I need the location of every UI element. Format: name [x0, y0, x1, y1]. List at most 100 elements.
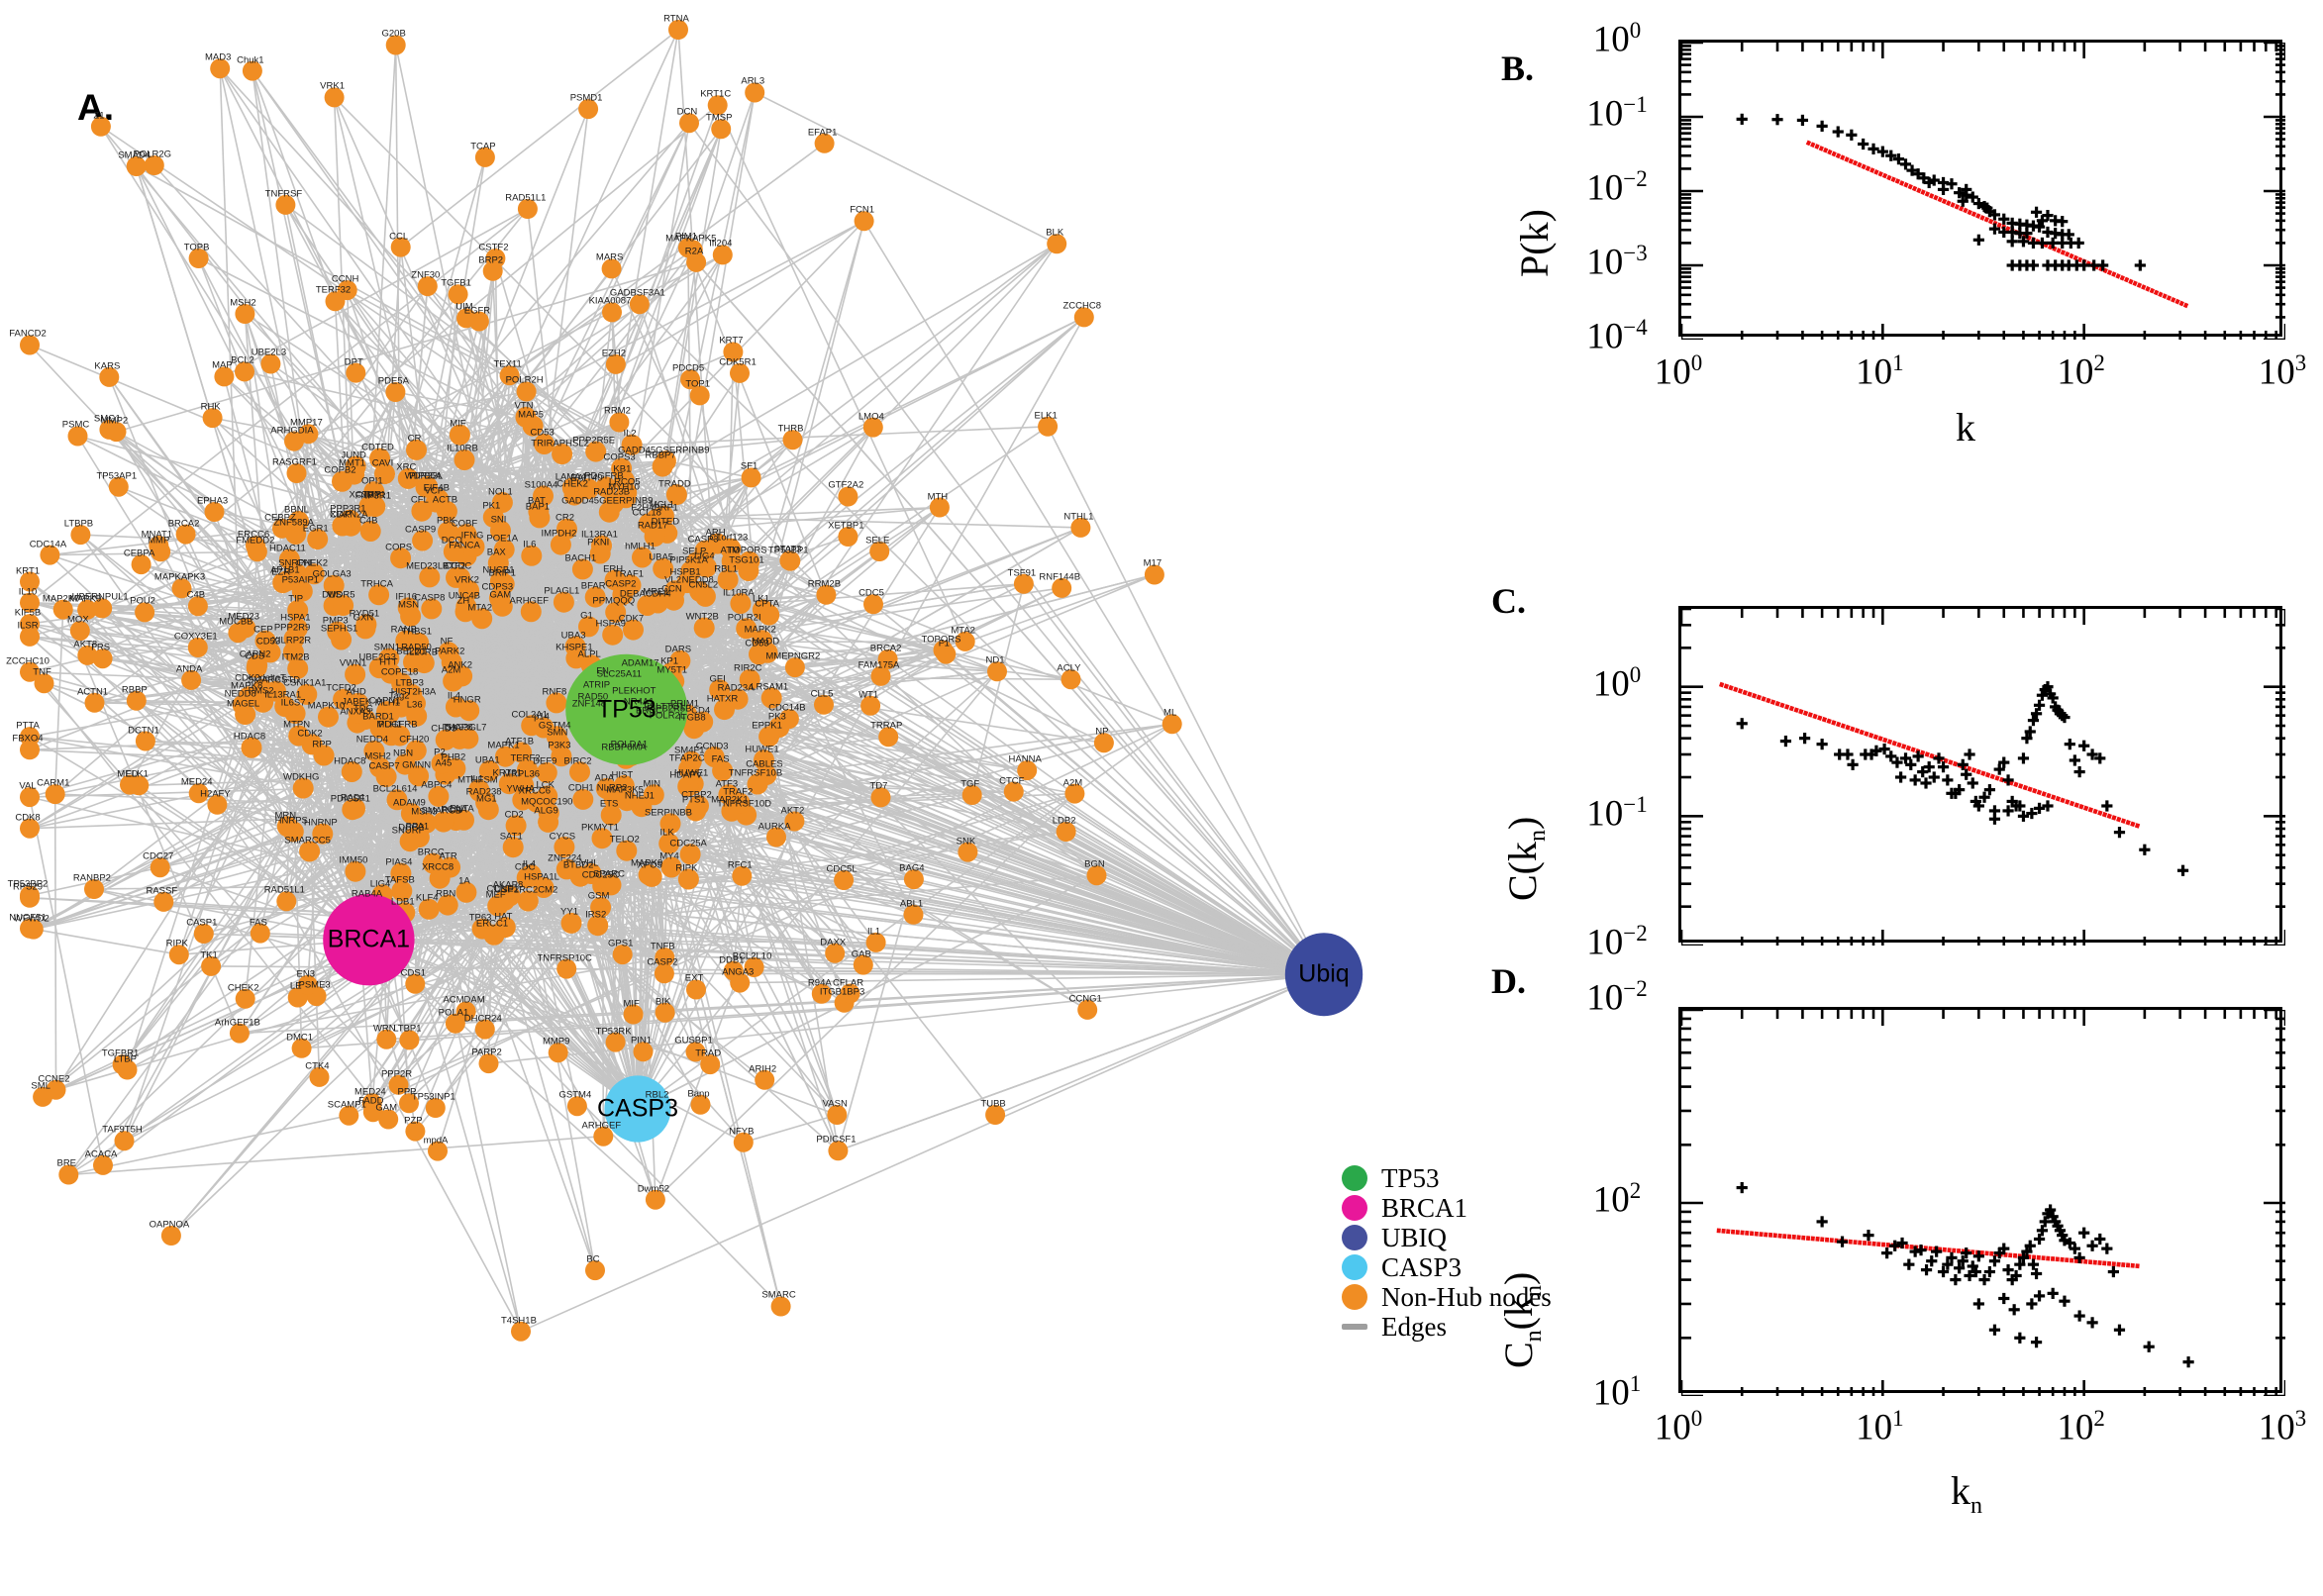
network-node[interactable]	[517, 199, 538, 219]
network-node[interactable]	[658, 833, 680, 854]
network-node[interactable]	[323, 574, 345, 596]
network-node[interactable]	[171, 578, 192, 599]
network-node[interactable]	[150, 857, 170, 878]
network-node[interactable]	[629, 294, 650, 315]
network-node[interactable]	[400, 803, 422, 825]
network-node[interactable]	[287, 657, 309, 679]
network-node[interactable]	[181, 669, 202, 690]
network-node[interactable]	[286, 463, 307, 483]
network-node[interactable]	[20, 918, 40, 939]
network-node[interactable]	[655, 948, 675, 968]
network-node[interactable]	[489, 570, 511, 592]
network-node[interactable]	[378, 1109, 399, 1130]
network-node[interactable]	[457, 728, 479, 749]
hub-node-tp53[interactable]	[565, 653, 688, 765]
network-node[interactable]	[645, 1189, 665, 1210]
network-node[interactable]	[534, 434, 556, 454]
network-node[interactable]	[379, 662, 401, 684]
network-node[interactable]	[700, 1054, 721, 1075]
network-node[interactable]	[784, 811, 805, 832]
network-node[interactable]	[247, 542, 267, 562]
network-node[interactable]	[385, 35, 406, 55]
network-node[interactable]	[536, 761, 557, 783]
network-node[interactable]	[399, 1093, 419, 1114]
network-node[interactable]	[93, 1154, 113, 1175]
network-node[interactable]	[1162, 714, 1182, 735]
network-node[interactable]	[193, 924, 214, 944]
network-node[interactable]	[345, 860, 366, 882]
network-node[interactable]	[299, 841, 321, 862]
network-node[interactable]	[1003, 781, 1024, 802]
network-node[interactable]	[779, 550, 800, 571]
network-node[interactable]	[870, 665, 891, 686]
network-node[interactable]	[250, 923, 270, 944]
network-node[interactable]	[838, 527, 858, 547]
network-node[interactable]	[153, 891, 174, 912]
network-node[interactable]	[425, 1098, 446, 1118]
network-node[interactable]	[388, 1074, 409, 1095]
network-node[interactable]	[324, 87, 345, 108]
network-node[interactable]	[595, 476, 617, 498]
network-node[interactable]	[151, 542, 171, 562]
network-node[interactable]	[454, 449, 475, 470]
network-node[interactable]	[663, 589, 684, 611]
network-node[interactable]	[282, 821, 304, 843]
network-node[interactable]	[20, 661, 40, 682]
network-node[interactable]	[348, 692, 369, 714]
network-node[interactable]	[590, 896, 612, 918]
network-node[interactable]	[443, 670, 464, 692]
network-node[interactable]	[602, 624, 624, 646]
network-node[interactable]	[376, 1029, 397, 1049]
network-node[interactable]	[364, 496, 386, 518]
network-node[interactable]	[474, 1019, 495, 1040]
network-node[interactable]	[985, 1105, 1006, 1125]
network-node[interactable]	[389, 725, 411, 747]
network-node[interactable]	[834, 870, 855, 890]
network-node[interactable]	[711, 119, 732, 140]
network-node[interactable]	[435, 729, 456, 750]
network-node[interactable]	[431, 752, 453, 774]
network-node[interactable]	[578, 616, 599, 638]
network-node[interactable]	[418, 898, 440, 920]
network-node[interactable]	[621, 434, 643, 455]
network-node[interactable]	[135, 602, 155, 623]
network-node[interactable]	[605, 353, 626, 374]
network-node[interactable]	[210, 58, 231, 79]
network-node[interactable]	[694, 585, 716, 607]
network-node[interactable]	[936, 644, 957, 664]
network-node[interactable]	[437, 894, 458, 916]
network-node[interactable]	[578, 99, 599, 120]
network-node[interactable]	[690, 1094, 711, 1115]
network-node[interactable]	[717, 569, 739, 591]
network-node[interactable]	[712, 759, 734, 781]
network-node[interactable]	[707, 95, 728, 116]
network-node[interactable]	[591, 828, 613, 849]
network-node[interactable]	[405, 1121, 426, 1142]
network-node[interactable]	[729, 792, 751, 814]
network-node[interactable]	[732, 865, 753, 886]
network-node[interactable]	[1056, 822, 1076, 842]
network-node[interactable]	[616, 840, 638, 861]
network-node[interactable]	[825, 943, 846, 963]
network-node[interactable]	[665, 484, 687, 506]
network-node[interactable]	[863, 594, 883, 615]
network-node[interactable]	[521, 545, 543, 566]
network-node[interactable]	[168, 945, 189, 965]
network-node[interactable]	[680, 369, 701, 390]
network-node[interactable]	[1013, 573, 1034, 594]
network-node[interactable]	[187, 596, 208, 617]
network-node[interactable]	[408, 765, 430, 787]
network-node[interactable]	[653, 505, 674, 527]
network-node[interactable]	[605, 1032, 626, 1052]
network-node[interactable]	[870, 787, 891, 808]
network-node[interactable]	[446, 566, 466, 588]
network-node[interactable]	[605, 601, 627, 623]
network-node[interactable]	[682, 240, 703, 260]
network-node[interactable]	[828, 1141, 849, 1161]
network-node[interactable]	[344, 463, 365, 485]
network-node[interactable]	[653, 557, 674, 579]
network-node[interactable]	[126, 690, 147, 711]
network-node[interactable]	[613, 775, 635, 796]
network-node[interactable]	[20, 335, 40, 355]
network-node[interactable]	[265, 680, 286, 702]
